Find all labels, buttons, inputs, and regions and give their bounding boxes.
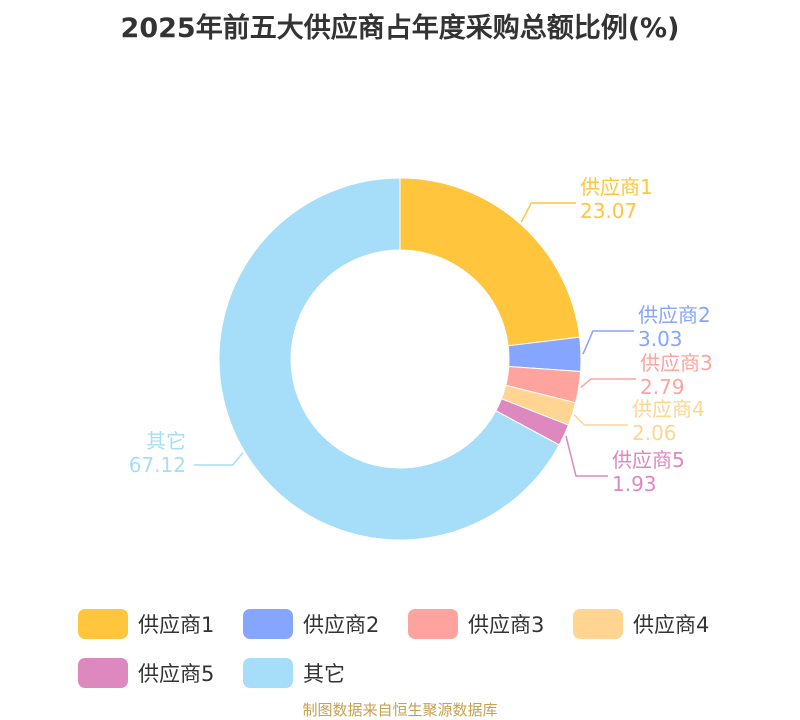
legend-label-2: 供应商2	[303, 613, 380, 637]
legend-label-4: 供应商4	[633, 613, 710, 637]
slice-name-label-6: 其它	[146, 429, 186, 453]
slice-1[interactable]	[399, 177, 581, 347]
slice-value-label-1: 23.07	[580, 199, 637, 223]
legend-item-6[interactable]: 其它	[243, 655, 408, 691]
slice-6[interactable]	[218, 177, 560, 541]
legend-swatch-4	[573, 609, 623, 639]
legend-swatch-5	[78, 658, 128, 688]
leader-line-5	[565, 435, 608, 477]
legend-item-2[interactable]: 供应商2	[243, 606, 408, 642]
legend-label-6: 其它	[303, 662, 345, 686]
slice-name-label-2: 供应商2	[638, 303, 711, 327]
leader-line-4	[573, 414, 628, 426]
legend-item-4[interactable]: 供应商4	[573, 606, 738, 642]
chart-legend: 供应商1 供应商2 供应商3 供应商4 供应商5 其它	[78, 606, 778, 704]
legend-swatch-3	[408, 609, 458, 639]
slice-name-label-4: 供应商4	[632, 397, 705, 421]
source-note: 制图数据来自恒生聚源数据库	[302, 701, 498, 719]
legend-swatch-1	[78, 609, 128, 639]
slice-name-label-5: 供应商5	[612, 448, 685, 472]
slice-value-label-5: 1.93	[612, 472, 657, 496]
leader-line-1	[520, 202, 576, 223]
slice-name-label-1: 供应商1	[580, 175, 653, 199]
legend-label-3: 供应商3	[468, 613, 545, 637]
legend-item-5[interactable]: 供应商5	[78, 655, 243, 691]
legend-label-1: 供应商1	[138, 613, 215, 637]
slice-name-label-3: 供应商3	[640, 351, 713, 375]
legend-item-1[interactable]: 供应商1	[78, 606, 243, 642]
legend-swatch-6	[243, 658, 293, 688]
slice-value-label-6: 67.12	[129, 453, 186, 477]
leader-line-2	[582, 330, 634, 355]
slice-value-label-2: 3.03	[638, 327, 683, 351]
leader-line-6	[194, 452, 244, 466]
leader-line-3	[580, 378, 636, 389]
legend-swatch-2	[243, 609, 293, 639]
legend-label-5: 供应商5	[138, 662, 215, 686]
slice-value-label-4: 2.06	[632, 421, 677, 445]
chart-title: 2025年前五大供应商占年度采购总额比例(%)	[120, 13, 680, 44]
slice-value-label-3: 2.79	[640, 375, 685, 399]
legend-item-3[interactable]: 供应商3	[408, 606, 573, 642]
